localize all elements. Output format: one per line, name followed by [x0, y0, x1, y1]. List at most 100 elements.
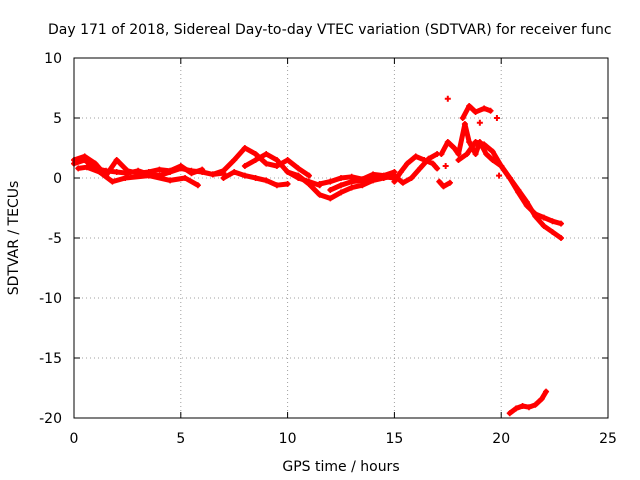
- data-point: [446, 179, 453, 186]
- data-point: [327, 187, 334, 193]
- data-point: [284, 181, 291, 187]
- data-point: [549, 229, 556, 235]
- isolated-point: [461, 127, 468, 133]
- data-point: [444, 139, 451, 145]
- data-point: [436, 178, 443, 185]
- data-point: [397, 169, 404, 175]
- series-track-14: [456, 139, 564, 241]
- data-point: [273, 182, 280, 189]
- data-point: [438, 151, 445, 157]
- data-point: [182, 175, 189, 181]
- data-point: [532, 213, 539, 220]
- data-point: [348, 184, 355, 191]
- data-point: [209, 171, 216, 178]
- data-point: [549, 218, 556, 225]
- series-track-11: [391, 151, 440, 186]
- y-tick-label: -5: [48, 231, 62, 247]
- data-point: [113, 169, 120, 175]
- data-point: [177, 163, 184, 169]
- data-point: [540, 223, 547, 229]
- data-point: [370, 176, 377, 183]
- data-point: [451, 145, 458, 151]
- isolated-point: [444, 95, 451, 102]
- data-point: [481, 141, 488, 148]
- data-point: [113, 157, 120, 163]
- data-point: [513, 405, 520, 412]
- data-point: [194, 182, 201, 189]
- data-point: [284, 157, 291, 163]
- data-point: [295, 172, 302, 179]
- data-point: [231, 157, 238, 163]
- data-point: [429, 160, 436, 167]
- data-point: [461, 121, 468, 127]
- data-point: [284, 169, 291, 175]
- data-point: [466, 103, 473, 109]
- x-axis-label: GPS time / hours: [282, 459, 399, 475]
- data-point: [231, 169, 238, 175]
- data-point: [220, 175, 227, 181]
- data-point: [425, 155, 432, 162]
- data-point: [75, 165, 82, 172]
- data-point: [380, 173, 387, 180]
- isolated-point: [493, 115, 500, 121]
- data-point: [338, 189, 344, 196]
- data-point: [252, 151, 259, 157]
- data-series: [71, 95, 565, 417]
- y-tick-label: 0: [53, 171, 62, 187]
- data-point: [252, 175, 259, 181]
- data-point: [316, 191, 323, 198]
- data-point: [263, 177, 270, 184]
- data-point: [167, 177, 174, 184]
- y-tick-label: 10: [44, 51, 62, 67]
- data-point: [506, 410, 513, 417]
- data-point: [252, 157, 259, 163]
- data-point: [558, 220, 565, 227]
- x-tick-label: 15: [385, 431, 403, 447]
- isolated-point: [442, 163, 449, 169]
- data-point: [327, 195, 334, 202]
- data-point: [167, 167, 174, 174]
- data-point: [472, 151, 479, 157]
- data-point: [404, 160, 411, 167]
- data-point: [305, 181, 312, 187]
- data-point: [408, 175, 415, 181]
- data-point: [338, 182, 344, 189]
- y-axis-label: SDTVAR / TECUs: [6, 181, 22, 296]
- data-point: [241, 163, 248, 169]
- data-point: [83, 164, 90, 171]
- data-point: [145, 172, 152, 179]
- series-track-16: [507, 389, 549, 416]
- x-tick-label: 5: [176, 431, 185, 447]
- data-point: [472, 139, 479, 145]
- data-point: [538, 395, 545, 402]
- data-point: [455, 151, 462, 157]
- data-point: [489, 157, 496, 163]
- data-point: [498, 163, 505, 169]
- data-point: [543, 388, 550, 395]
- data-point: [417, 165, 424, 172]
- x-tick-label: 20: [492, 431, 510, 447]
- data-point: [96, 169, 103, 175]
- data-point: [399, 179, 406, 186]
- data-point: [220, 167, 227, 174]
- data-point: [124, 167, 131, 174]
- y-tick-label: -20: [39, 411, 62, 427]
- data-point: [466, 139, 473, 145]
- chart-title: Day 171 of 2018, Sidereal Day-to-day VTE…: [48, 22, 612, 38]
- data-point: [295, 165, 302, 172]
- y-tick-label: -10: [39, 291, 62, 307]
- data-point: [327, 178, 334, 185]
- isolated-point: [496, 172, 503, 179]
- data-point: [92, 160, 99, 167]
- data-point: [540, 214, 547, 221]
- series-track-4: [210, 145, 312, 179]
- data-point: [464, 151, 471, 157]
- data-point: [483, 151, 490, 157]
- data-point: [188, 170, 195, 177]
- data-point: [81, 153, 88, 160]
- data-point: [273, 157, 280, 163]
- data-point: [263, 151, 270, 157]
- data-point: [338, 175, 344, 181]
- data-point: [440, 183, 447, 190]
